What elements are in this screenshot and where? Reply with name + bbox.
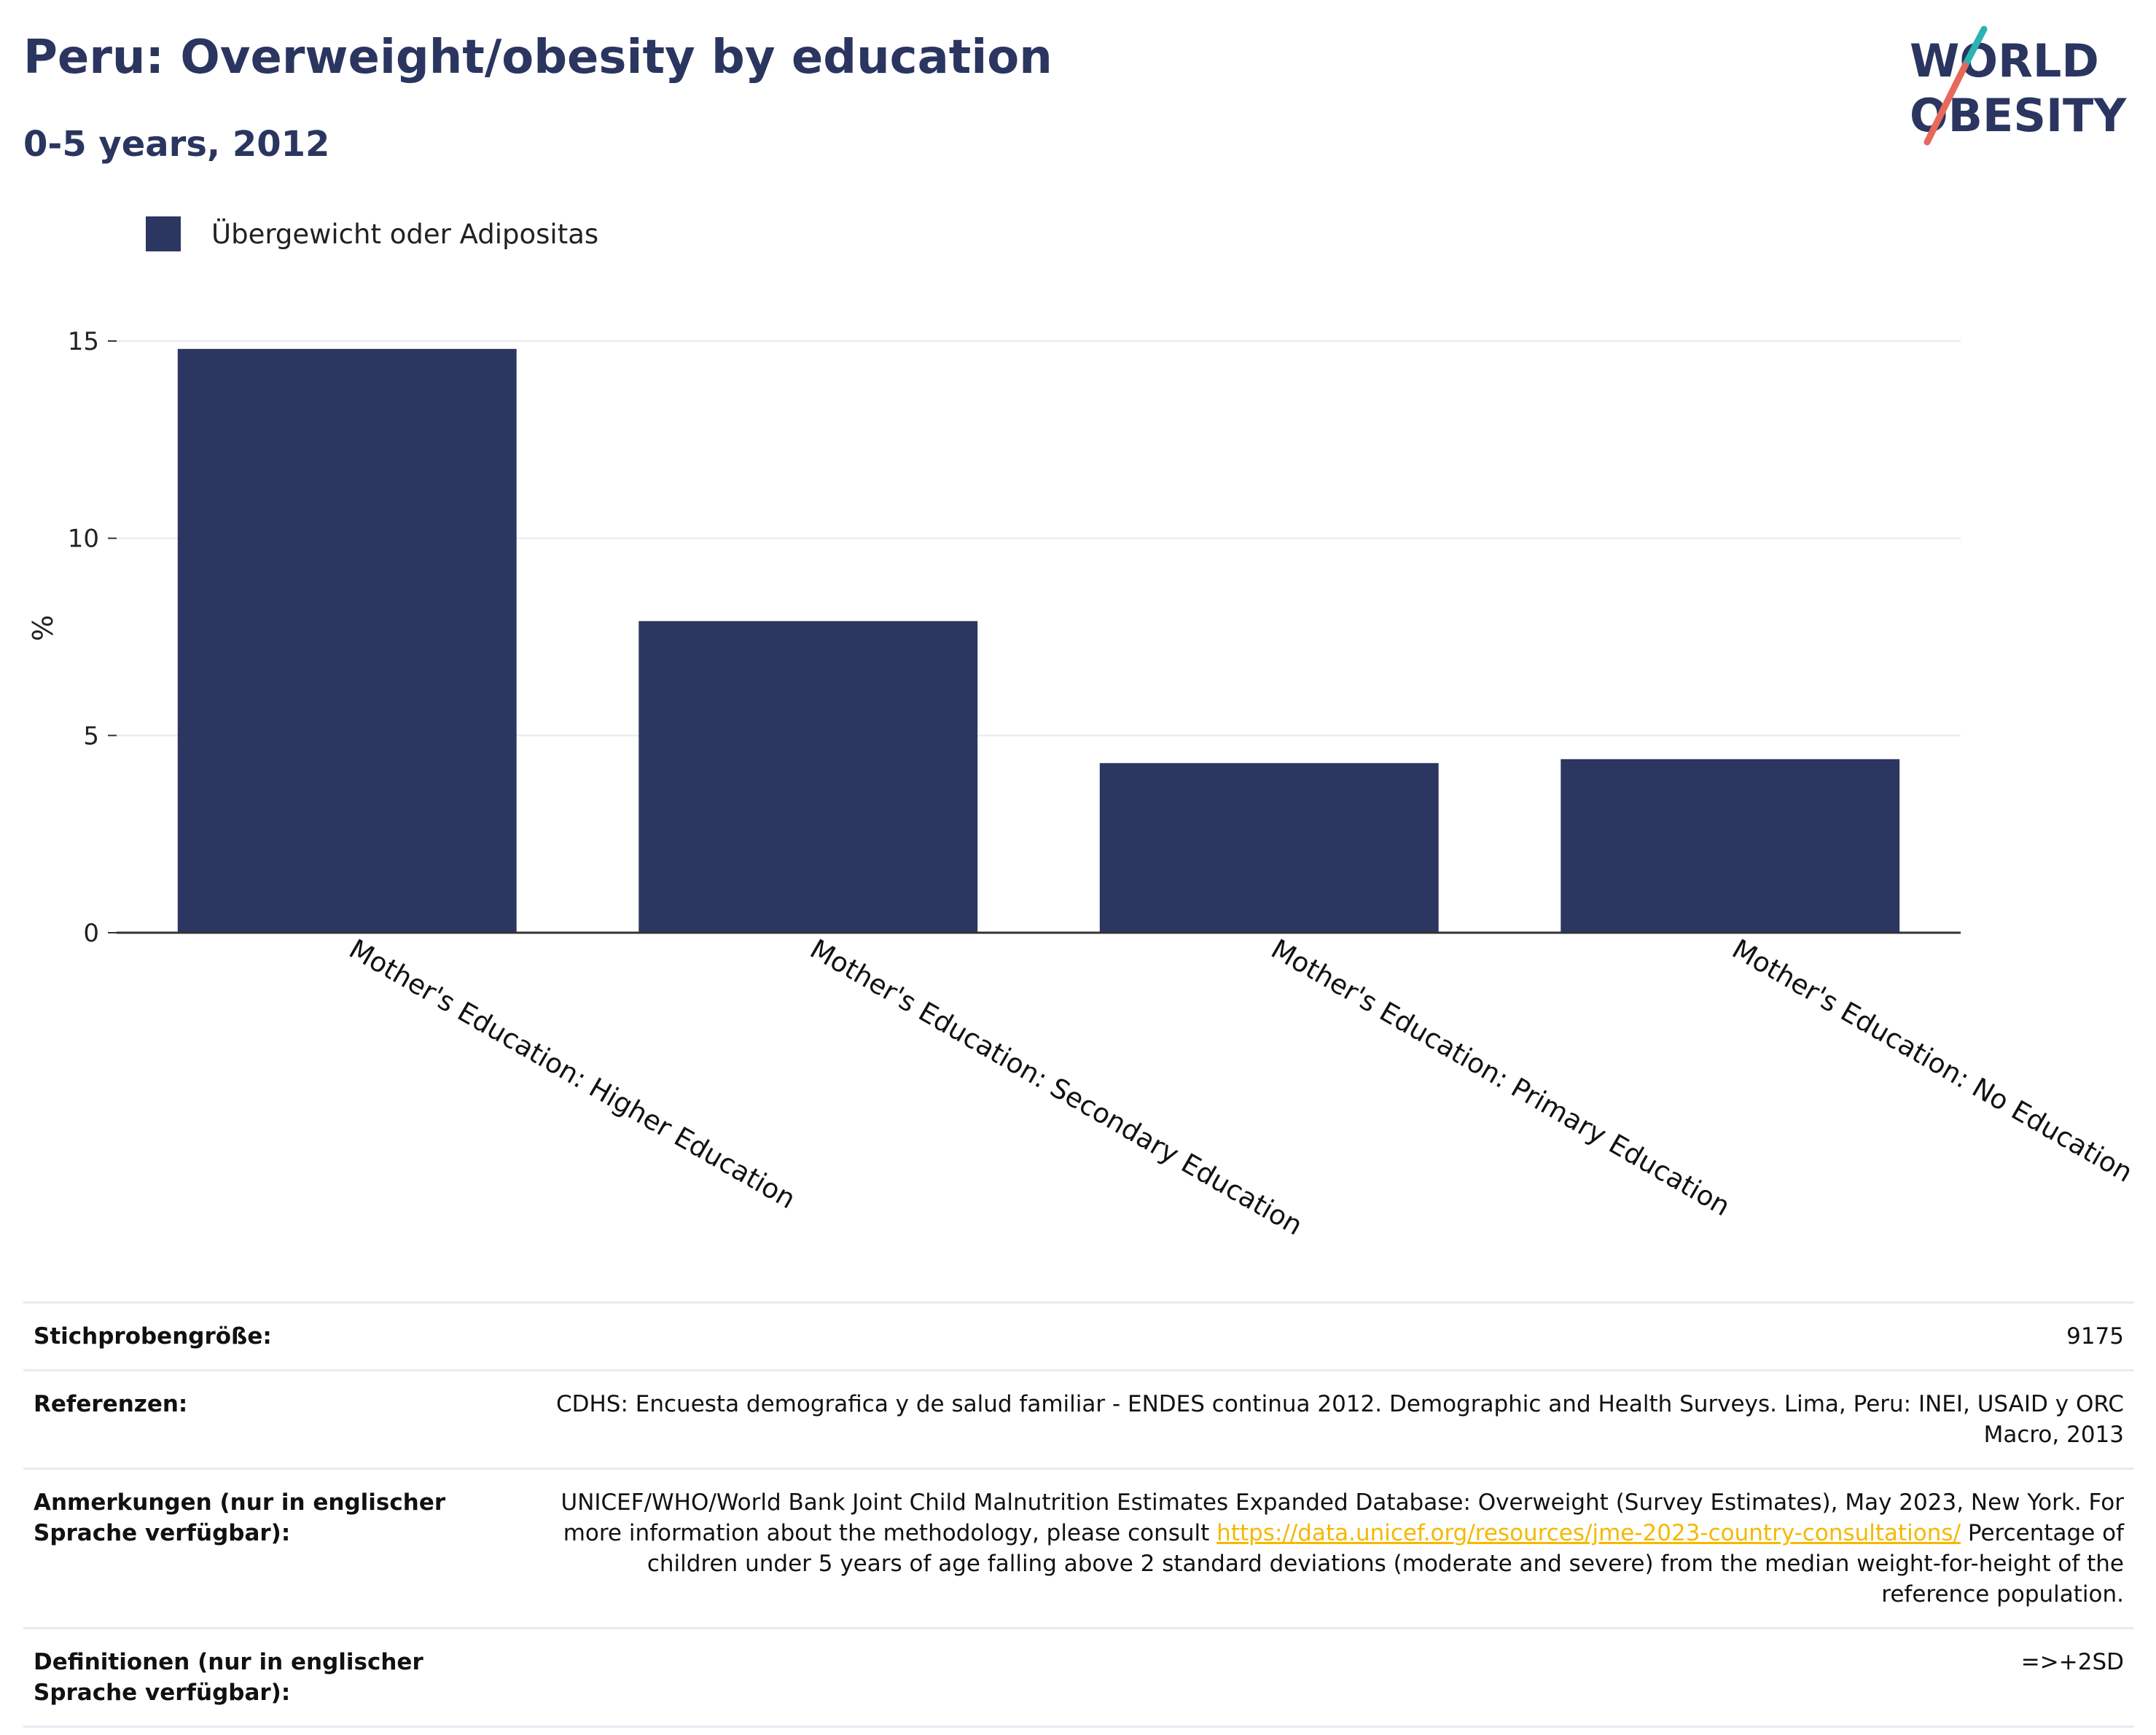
y-axis-label: % [27,615,59,641]
bars [177,348,1900,933]
info-key: Stichprobengröße: [23,1301,539,1371]
bar-chart: Übergewicht oder Adipositas 0 5 10 15 Mothe… [27,216,2138,1242]
x-tick-label: Mother's Education: Primary Education [1266,933,1735,1223]
info-row-references: Referenzen: CDHS: Encuesta demografica y… [23,1369,2134,1470]
y-tick-label: 0 [83,919,99,948]
info-value: 9175 [539,1301,2134,1371]
world-obesity-logo: WORLD OBESITY [1910,26,2127,146]
info-value: =>+2SD [539,1627,2134,1728]
logo-slash-coral [1923,62,1969,146]
notes-text-pre: UNICEF/WHO/World Bank Joint Child Malnut… [561,1489,2125,1546]
notes-text-post: Percentage of children under 5 years of … [647,1520,2124,1607]
legend: Übergewicht oder Adipositas [146,216,598,251]
y-tick-label: 5 [83,721,99,751]
info-table: Stichprobengröße: 9175 Referenzen: CDHS:… [23,1301,2134,1728]
chart-title: Peru: Overweight/obesity by education [23,31,1052,85]
info-row-notes: Anmerkungen (nur in englischer Sprache v… [23,1468,2134,1629]
info-value: UNICEF/WHO/World Bank Joint Child Malnut… [539,1468,2134,1629]
bar [177,348,517,933]
x-tick-label: Mother's Education: Higher Education [344,933,801,1215]
info-value: CDHS: Encuesta demografica y de salud fa… [539,1369,2134,1470]
y-axis-ticks: 0 5 10 15 [68,327,117,948]
bar [1561,759,1900,933]
bar [1099,763,1439,933]
legend-label: Übergewicht oder Adipositas [211,219,598,250]
x-axis-labels: Mother's Education: Higher Education Moth… [344,933,2138,1242]
y-tick-label: 15 [68,327,99,356]
logo-slash-teal [1961,26,1988,69]
info-key: Definitionen (nur in englischer Sprache … [23,1627,539,1728]
info-row-definitions: Definitionen (nur in englischer Sprache … [23,1627,2134,1728]
bar [638,621,978,933]
legend-swatch [146,216,181,251]
info-key: Anmerkungen (nur in englischer Sprache v… [23,1468,539,1629]
methodology-link[interactable]: https://data.unicef.org/resources/jme-20… [1216,1520,1961,1546]
logo-line1: WORLD [1910,34,2099,87]
x-tick-label: Mother's Education: Secondary Education [805,933,1308,1242]
chart-subtitle: 0-5 years, 2012 [23,124,330,165]
info-key: Referenzen: [23,1369,539,1470]
x-tick-label: Mother's Education: No Education [1727,933,2138,1188]
y-tick-label: 10 [68,525,99,554]
info-row-sample-size: Stichprobengröße: 9175 [23,1301,2134,1371]
